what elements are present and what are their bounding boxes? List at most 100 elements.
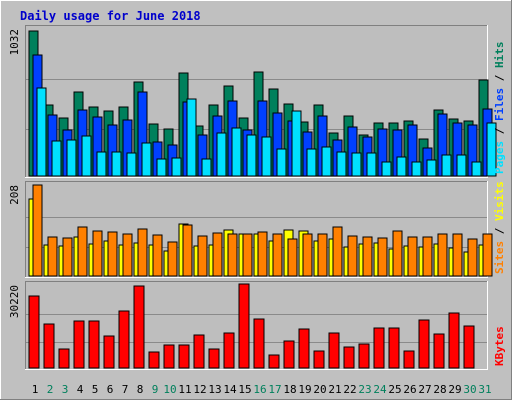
bar-pages-day-11 xyxy=(186,98,197,177)
bar-pages-day-4 xyxy=(81,135,92,177)
day-label-16: 16 xyxy=(253,383,266,396)
day-label-23: 23 xyxy=(358,383,371,396)
day-label-26: 26 xyxy=(403,383,416,396)
bar-pages-day-28 xyxy=(441,154,452,177)
legend-files: Files xyxy=(493,88,506,121)
bar-kbytes-day-12 xyxy=(193,334,205,369)
day-label-15: 15 xyxy=(238,383,251,396)
day-label-24: 24 xyxy=(373,383,387,396)
visits-sites-panel: 208 Sites / Visits xyxy=(8,181,506,278)
bar-sites-day-15 xyxy=(242,233,253,277)
bar-kbytes-day-5 xyxy=(88,320,100,369)
bar-pages-day-2 xyxy=(51,140,62,177)
bar-sites-day-20 xyxy=(317,233,328,277)
bar-sites-day-6 xyxy=(107,231,118,277)
bar-sites-day-2 xyxy=(47,236,58,277)
bar-pages-day-12 xyxy=(201,158,212,177)
day-label-11: 11 xyxy=(178,383,191,396)
x-axis-day-labels: 1 2 3 4 5 6 7 8 9 10 11 12 13 14 15 16 17 18 19 20 21 22 23 24 2… xyxy=(32,383,492,396)
kbytes-legend: KBytes xyxy=(493,326,506,366)
bar-pages-day-27 xyxy=(426,159,437,177)
bar-pages-day-10 xyxy=(171,157,182,177)
day-label-21: 21 xyxy=(328,383,341,396)
legend-separator: / xyxy=(493,121,506,141)
kbytes-panel: 30220 KBytes xyxy=(8,281,506,370)
day-label-17: 17 xyxy=(268,383,281,396)
bar-kbytes-day-16 xyxy=(253,318,265,369)
legend-sites: Sites xyxy=(493,241,506,274)
bar-sites-day-26 xyxy=(407,236,418,277)
bar-kbytes-day-24 xyxy=(373,327,385,369)
hits-files-pages-legend: Pages / Files / Hits xyxy=(493,42,506,175)
bar-kbytes-day-1 xyxy=(28,295,40,369)
legend-separator: / xyxy=(493,68,506,88)
bar-sites-day-13 xyxy=(212,232,223,277)
chart-title: Daily usage for June 2018 xyxy=(20,9,201,23)
bar-kbytes-day-22 xyxy=(343,346,355,369)
day-label-3: 3 xyxy=(62,383,69,396)
bar-sites-day-3 xyxy=(62,237,73,277)
legend-hits: Hits xyxy=(493,42,506,69)
bar-sites-day-28 xyxy=(437,233,448,277)
day-label-28: 28 xyxy=(433,383,446,396)
legend-pages: Pages xyxy=(493,141,506,174)
bar-pages-day-19 xyxy=(306,148,317,177)
bar-sites-day-16 xyxy=(257,231,268,277)
bar-kbytes-day-30 xyxy=(463,325,475,369)
bar-pages-day-5 xyxy=(96,151,107,177)
bar-sites-day-12 xyxy=(197,235,208,277)
bar-kbytes-day-2 xyxy=(43,323,55,369)
bar-kbytes-day-11 xyxy=(178,344,190,369)
bar-pages-day-23 xyxy=(366,152,377,177)
bar-pages-day-21 xyxy=(336,151,347,177)
bar-pages-day-6 xyxy=(111,151,122,177)
bar-sites-day-23 xyxy=(362,236,373,277)
day-label-25: 25 xyxy=(388,383,401,396)
day-label-4: 4 xyxy=(77,383,84,396)
bar-pages-day-20 xyxy=(321,146,332,177)
bar-pages-day-26 xyxy=(411,161,422,177)
hits-files-pages-panel: 1032 Pages / Files / Hits xyxy=(8,25,506,178)
bar-sites-day-29 xyxy=(452,233,463,277)
bar-sites-day-10 xyxy=(167,241,178,277)
bar-kbytes-day-21 xyxy=(328,332,340,369)
legend-kbytes: KBytes xyxy=(493,326,506,366)
bar-sites-day-14 xyxy=(227,233,238,277)
day-label-18: 18 xyxy=(283,383,296,396)
day-label-6: 6 xyxy=(107,383,114,396)
day-label-1: 1 xyxy=(32,383,39,396)
visits-sites-legend: Sites / Visits xyxy=(493,181,506,274)
day-label-5: 5 xyxy=(92,383,99,396)
bar-pages-day-14 xyxy=(231,127,242,177)
bar-kbytes-day-6 xyxy=(103,335,115,369)
bar-pages-day-24 xyxy=(381,161,392,177)
bar-pages-day-15 xyxy=(246,134,257,177)
legend-separator: / xyxy=(493,221,506,241)
bar-sites-day-18 xyxy=(287,238,298,277)
bar-kbytes-day-9 xyxy=(148,351,160,369)
bar-kbytes-day-15 xyxy=(238,283,250,369)
bar-kbytes-day-29 xyxy=(448,312,460,369)
bar-pages-day-7 xyxy=(126,152,137,177)
day-label-9: 9 xyxy=(152,383,159,396)
bar-kbytes-day-20 xyxy=(313,350,325,369)
bar-kbytes-day-17 xyxy=(268,354,280,369)
bar-kbytes-day-14 xyxy=(223,332,235,369)
bar-sites-day-8 xyxy=(137,228,148,277)
legend-visits: Visits xyxy=(493,181,506,221)
bar-kbytes-day-25 xyxy=(388,327,400,369)
bar-pages-day-17 xyxy=(276,148,287,177)
bar-pages-day-16 xyxy=(261,136,272,177)
day-label-29: 29 xyxy=(448,383,461,396)
bar-sites-day-5 xyxy=(92,230,103,277)
day-label-8: 8 xyxy=(137,383,144,396)
bar-kbytes-day-10 xyxy=(163,344,175,369)
bar-kbytes-day-23 xyxy=(358,343,370,369)
bar-pages-day-8 xyxy=(141,142,152,177)
bar-sites-day-17 xyxy=(272,233,283,277)
day-label-13: 13 xyxy=(208,383,221,396)
day-label-12: 12 xyxy=(193,383,206,396)
bar-sites-day-24 xyxy=(377,237,388,277)
bar-sites-day-19 xyxy=(302,233,313,277)
bar-sites-day-21 xyxy=(332,226,343,277)
